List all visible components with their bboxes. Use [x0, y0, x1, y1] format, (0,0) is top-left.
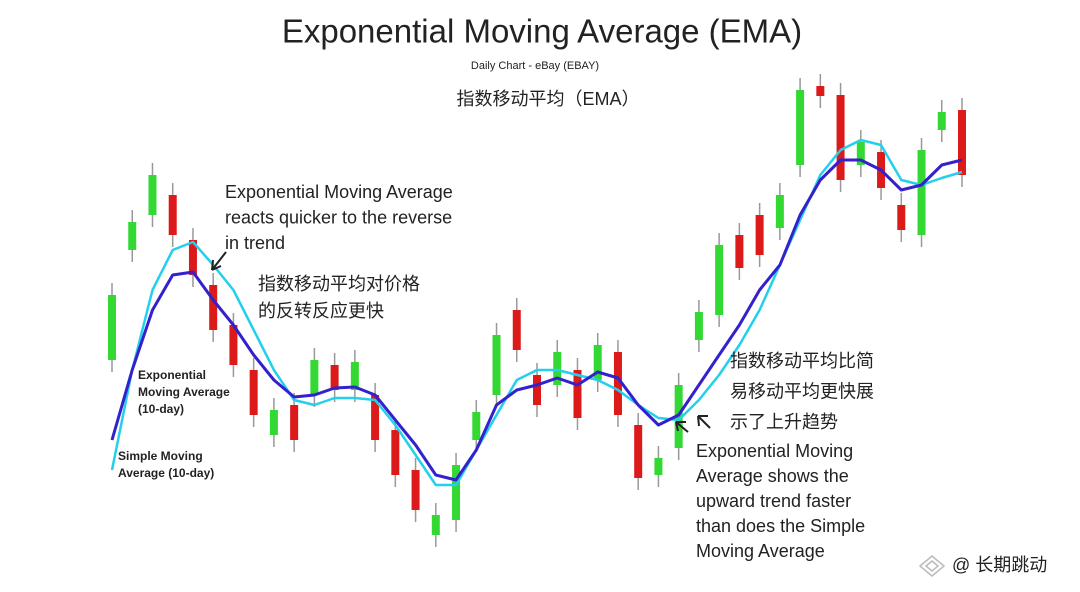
annotation: 易移动平均更快展 [730, 381, 874, 401]
chart-subtitle: Daily Chart - eBay (EBAY) [471, 60, 599, 72]
moving-averages [110, 138, 963, 487]
annotation: upward trend faster [696, 491, 851, 511]
candle-body [108, 295, 116, 360]
annotation: 示了上升趋势 [730, 412, 838, 432]
candle-body [533, 375, 541, 405]
candle-body [492, 335, 501, 395]
annotation: 的反转反应更快 [258, 301, 384, 321]
candle-body [431, 515, 440, 535]
candle-body [917, 150, 926, 235]
candle-body [512, 310, 521, 350]
arrows [211, 251, 711, 433]
candles [108, 74, 966, 547]
line-label: Exponential [138, 368, 206, 382]
logo-shape [918, 555, 946, 577]
candle-body [897, 205, 906, 230]
candle-body [654, 458, 663, 475]
candle-body [958, 110, 966, 175]
candle-body [371, 395, 380, 440]
line-label: Moving Average [138, 385, 230, 399]
candle-body [715, 245, 724, 315]
candle-body [816, 86, 825, 96]
candle-body [391, 430, 400, 475]
annotation: than does the Simple [696, 516, 865, 536]
candle-body [593, 345, 602, 380]
chart-subtitle-cn: 指数移动平均（EMA） [456, 89, 639, 109]
candle-body [188, 240, 197, 275]
annotation: Average shows the [696, 466, 849, 486]
candle-body [573, 370, 582, 418]
arrow [697, 415, 711, 429]
candle-body [209, 285, 218, 330]
arrow [675, 421, 689, 433]
candle-body [775, 195, 784, 228]
candle-body [128, 222, 137, 250]
annotation: reacts quicker to the reverse [225, 207, 452, 227]
line-label: (10-day) [138, 402, 184, 416]
annotation: 指数移动平均对价格 [258, 274, 420, 294]
chart-title: Exponential Moving Average (EMA) [282, 13, 802, 50]
arrow [211, 251, 227, 271]
candle-body [694, 312, 703, 340]
annotation: Exponential Moving Average [225, 182, 453, 202]
annotation: Exponential Moving [696, 441, 853, 461]
candle-body [472, 412, 481, 440]
candle-body [856, 142, 865, 165]
line-label: Simple Moving [118, 449, 203, 463]
candle-body [755, 215, 764, 255]
annotation: 指数移动平均比简 [730, 351, 874, 371]
ma-line [110, 158, 963, 482]
candle-body [634, 425, 643, 478]
ma-line [110, 138, 963, 487]
candle-body [735, 235, 744, 268]
candle-body [290, 405, 299, 440]
candle-body [836, 95, 845, 180]
watermark: @ 长期跳动 [952, 555, 1047, 575]
candle-body [330, 365, 339, 390]
candle-body [168, 195, 177, 235]
candle-body [411, 470, 420, 510]
candle-body [553, 352, 562, 385]
annotation: Moving Average [696, 541, 825, 561]
watermark-logo [918, 555, 946, 577]
line-label: Average (10-day) [118, 466, 214, 480]
candle-body [269, 410, 278, 435]
annotation: in trend [225, 233, 285, 253]
candle-body [249, 370, 258, 415]
candle-body [613, 352, 622, 415]
candle-body [937, 112, 946, 130]
candle-body [796, 90, 805, 165]
candle-body [229, 325, 238, 365]
candle-body [452, 465, 461, 520]
candle-body [148, 175, 157, 215]
candle-body [310, 360, 319, 395]
candle-body [350, 362, 359, 390]
